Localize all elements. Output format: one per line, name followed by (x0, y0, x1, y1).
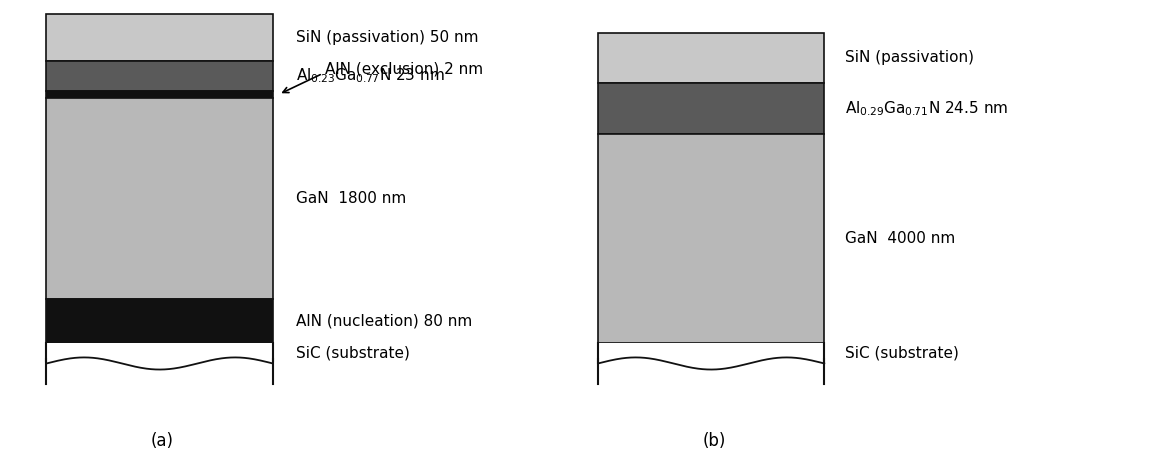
Text: (a): (a) (151, 432, 174, 450)
Bar (46, 61, 273, 91)
Bar (46, 299, 273, 343)
Bar (598, 134, 824, 343)
Bar (46, 14, 273, 61)
Text: SiN (passivation) 50 nm: SiN (passivation) 50 nm (296, 30, 478, 45)
Bar (598, 33, 824, 83)
Text: AlN (nucleation) 80 nm: AlN (nucleation) 80 nm (296, 313, 473, 328)
Text: Al$_{0.29}$Ga$_{0.71}$N 24.5 nm: Al$_{0.29}$Ga$_{0.71}$N 24.5 nm (845, 99, 1009, 118)
Text: AlN (exclusion) 2 nm: AlN (exclusion) 2 nm (325, 62, 483, 76)
Bar (598, 83, 824, 134)
Bar (598, 343, 824, 356)
Text: SiN (passivation): SiN (passivation) (845, 50, 974, 66)
Text: SiC (substrate): SiC (substrate) (296, 345, 410, 361)
Text: GaN  1800 nm: GaN 1800 nm (296, 191, 406, 206)
Text: GaN  4000 nm: GaN 4000 nm (845, 231, 956, 246)
Text: SiC (substrate): SiC (substrate) (845, 345, 959, 361)
Bar (46, 343, 273, 356)
Text: Al$_{0.23}$Ga$_{0.77}$N 23 nm: Al$_{0.23}$Ga$_{0.77}$N 23 nm (296, 67, 445, 85)
Bar (46, 91, 273, 98)
Text: (b): (b) (702, 432, 726, 450)
Bar (46, 98, 273, 299)
